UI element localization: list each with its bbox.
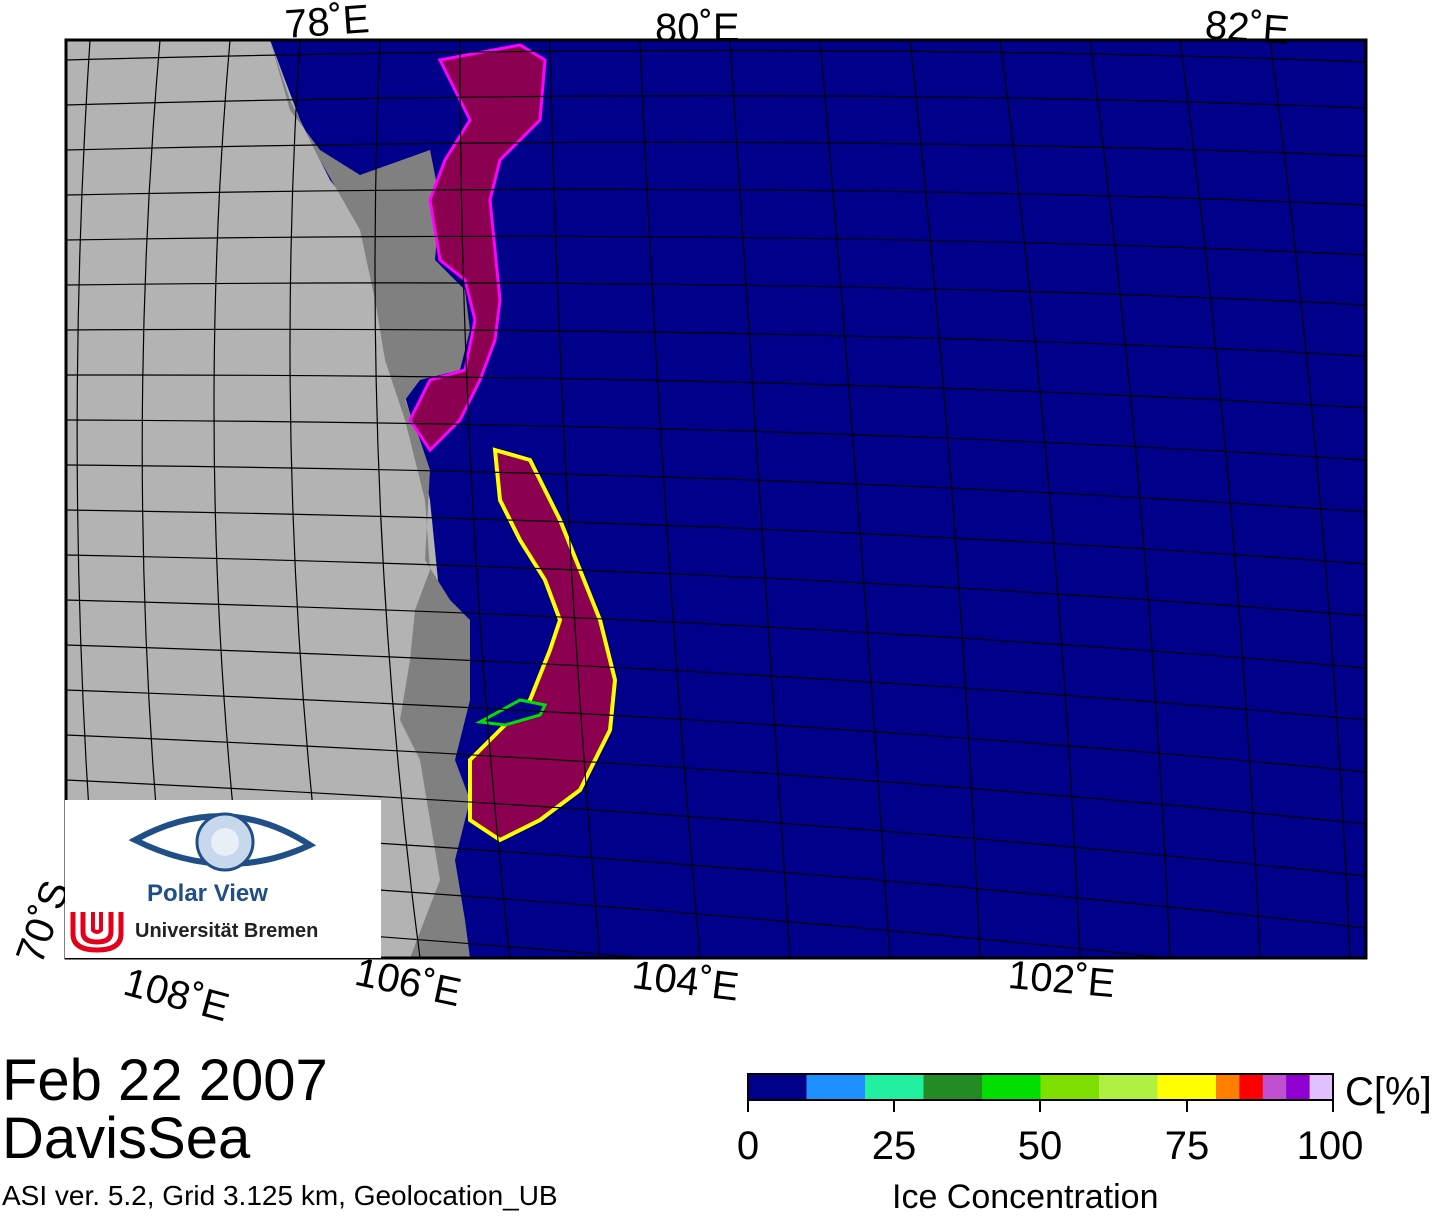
colorbar-cell (806, 1074, 866, 1100)
colorbar-cell (1099, 1074, 1158, 1100)
eye-icon (128, 812, 317, 872)
date-label: Feb 22 2007 (2, 1048, 328, 1113)
bremen-u-icon (70, 912, 124, 953)
ice-shelf (270, 40, 470, 958)
colorbar-tick-75: 75 (1164, 1124, 1210, 1168)
sea-ice-north (408, 43, 547, 453)
footer-info: ASI ver. 5.2, Grid 3.125 km, Geolocation… (2, 1180, 558, 1211)
lon-label-80e: 80˚E (655, 6, 740, 50)
polar-view-logo: Polar View Universität Bremen (65, 800, 381, 958)
region-label: DavisSea (2, 1106, 251, 1171)
colorbar-cell (748, 1074, 807, 1100)
colorbar-tick-0: 0 (736, 1124, 760, 1168)
colorbar-cell (1040, 1074, 1100, 1100)
colorbar-cell (1309, 1074, 1334, 1100)
colorbar-cell (1157, 1074, 1217, 1100)
sea-ice-band (468, 447, 618, 843)
colorbar-cell (865, 1074, 924, 1100)
logo-title: Polar View (147, 880, 268, 907)
lon-label-78e: 78˚E (283, 0, 371, 47)
colorbar-cell (1239, 1074, 1264, 1100)
colorbar-tick-100: 100 (1296, 1124, 1364, 1168)
colorbar (748, 1074, 1334, 1100)
colorbar-tick-50: 50 (1017, 1124, 1063, 1168)
colorbar-cell (982, 1074, 1041, 1100)
colorbar-cell (923, 1074, 983, 1100)
colorbar-cell (1216, 1074, 1240, 1100)
colorbar-cell (1286, 1074, 1311, 1100)
lon-label-82e: 82˚E (1203, 3, 1291, 53)
sea-ice-lead (475, 698, 548, 727)
colorbar-title: Ice Concentration (892, 1178, 1159, 1216)
logo-subtitle: Universität Bremen (135, 920, 319, 942)
colorbar-tick-25: 25 (871, 1124, 917, 1168)
colorbar-cell (1262, 1074, 1287, 1100)
lon-label-102e: 102˚E (1006, 953, 1117, 1007)
colorbar-unit: C[%] (1345, 1070, 1432, 1114)
colorbar-ticks (747, 1100, 1334, 1112)
map-frame (64, 38, 1368, 960)
